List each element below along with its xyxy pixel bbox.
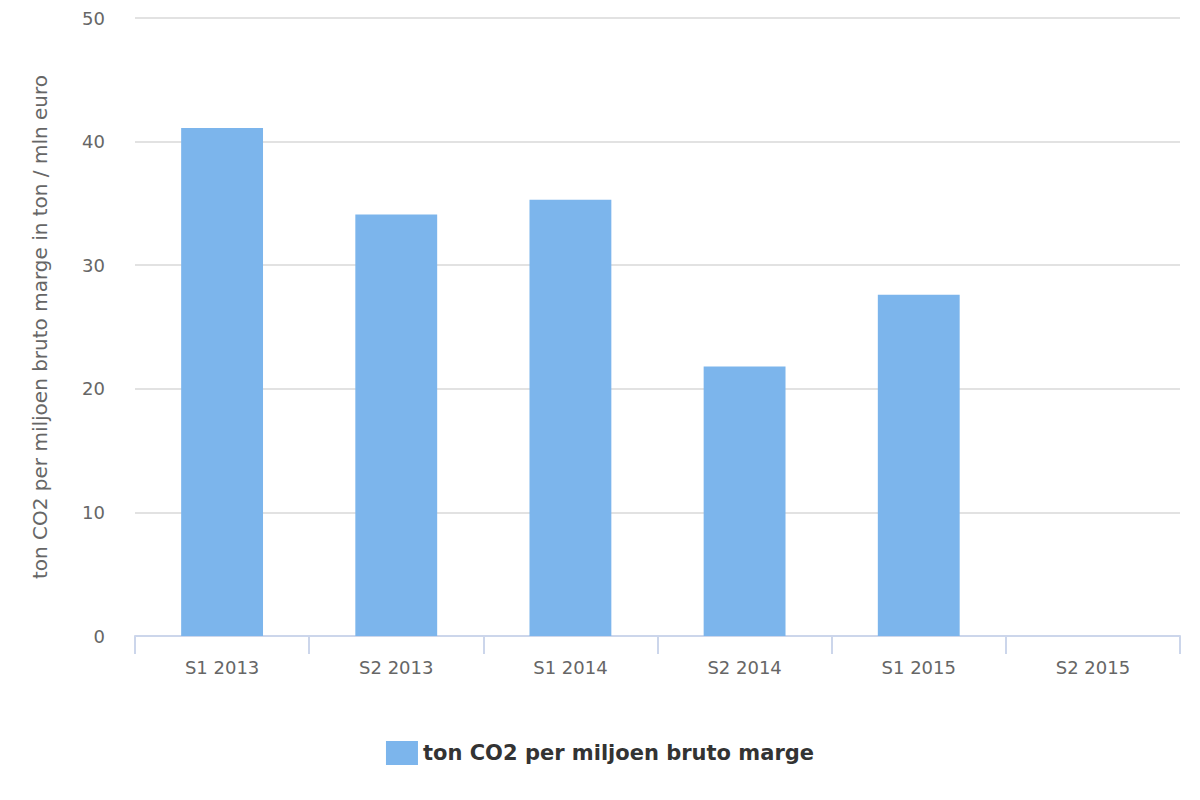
svg-text:0: 0 bbox=[94, 626, 105, 647]
svg-text:50: 50 bbox=[82, 8, 105, 29]
svg-text:40: 40 bbox=[82, 131, 105, 152]
svg-text:S1 2014: S1 2014 bbox=[533, 657, 607, 678]
svg-text:30: 30 bbox=[82, 255, 105, 276]
svg-text:S2 2013: S2 2013 bbox=[359, 657, 433, 678]
svg-text:ton CO2 per miljoen bruto marg: ton CO2 per miljoen bruto marge in ton /… bbox=[28, 75, 52, 579]
svg-text:S1 2015: S1 2015 bbox=[882, 657, 956, 678]
svg-text:S2 2014: S2 2014 bbox=[707, 657, 781, 678]
svg-text:ton CO2 per miljoen bruto marg: ton CO2 per miljoen bruto marge bbox=[423, 741, 814, 765]
svg-text:20: 20 bbox=[82, 378, 105, 399]
svg-text:S1 2013: S1 2013 bbox=[185, 657, 259, 678]
svg-text:10: 10 bbox=[82, 502, 105, 523]
svg-text:S2 2015: S2 2015 bbox=[1056, 657, 1130, 678]
